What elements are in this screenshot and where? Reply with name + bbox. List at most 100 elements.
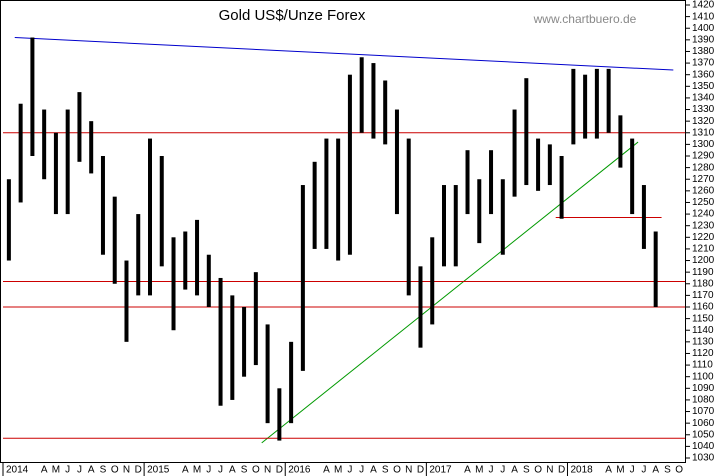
y-tick-label: 1150: [692, 313, 714, 324]
hilo-bar: [606, 68, 611, 133]
hilo-bar: [300, 185, 305, 371]
hilo-bar: [183, 231, 188, 290]
x-tick-label: J: [65, 465, 70, 476]
hilo-bar: [89, 121, 94, 174]
x-tick-label: S: [523, 465, 530, 476]
y-tick-label: 1370: [692, 58, 715, 69]
x-tick-label: J: [641, 465, 646, 476]
y-tick-label: 1060: [692, 418, 715, 429]
hilo-bar: [489, 150, 494, 215]
y-tick-label: 1330: [692, 104, 715, 115]
x-tick-label: J: [630, 465, 635, 476]
hilo-bar: [371, 63, 376, 139]
x-tick-label: A: [511, 465, 518, 476]
x-tick-label: O: [393, 465, 401, 476]
hilo-bar: [136, 214, 141, 296]
hilo-bar: [465, 150, 470, 215]
x-tick-label: A: [464, 465, 471, 476]
y-tick-label: 1400: [692, 23, 715, 34]
y-tick-label: 1120: [692, 348, 714, 359]
hilo-bar: [500, 179, 505, 255]
hilo-bar: [253, 272, 258, 366]
x-tick-label: A: [370, 465, 377, 476]
hilo-bar: [324, 138, 329, 249]
hilo-bar: [159, 156, 164, 267]
hilo-bar: [547, 144, 552, 186]
hilo-bar: [512, 109, 517, 197]
y-tick-label: 1230: [692, 220, 715, 231]
x-tick-label: M: [334, 465, 342, 476]
hilo-bar: [171, 237, 176, 331]
hilo-bar: [218, 277, 223, 406]
y-tick-label: 1380: [692, 46, 715, 57]
hilo-bar: [524, 78, 529, 186]
y-tick-label: 1250: [692, 197, 715, 208]
x-tick-label: D: [558, 465, 565, 476]
hilo-bar: [383, 80, 388, 145]
y-tick-label: 1280: [692, 162, 715, 173]
x-tick-label: D: [417, 465, 424, 476]
y-tick-label: 1180: [692, 278, 714, 289]
hilo-bar: [289, 341, 294, 424]
hilo-bar: [112, 196, 117, 284]
hilo-bar: [312, 161, 317, 249]
x-tick-label: A: [323, 465, 330, 476]
x-tick-label: M: [52, 465, 60, 476]
x-tick-label: N: [264, 465, 271, 476]
hilo-bar: [42, 109, 47, 180]
hilo-bar: [630, 138, 635, 215]
hilo-bar: [77, 92, 82, 162]
x-tick-label: J: [489, 465, 494, 476]
hilo-bar: [347, 74, 352, 255]
hilo-bar: [206, 254, 211, 307]
x-tick-label: M: [616, 465, 624, 476]
x-tick-label: D: [276, 465, 283, 476]
x-tick-label: A: [229, 465, 236, 476]
y-tick-label: 1310: [692, 127, 715, 138]
hilo-bar: [230, 295, 235, 400]
x-tick-label: A: [605, 465, 612, 476]
y-tick-label: 1270: [692, 174, 715, 185]
x-tick-label: A: [88, 465, 95, 476]
x-tick-label: 2018: [570, 465, 593, 476]
y-tick-label: 1110: [692, 360, 713, 371]
y-tick-label: 1170: [692, 290, 714, 301]
y-tick-label: 1320: [692, 116, 715, 127]
x-tick-label: D: [135, 465, 142, 476]
y-tick-label: 1040: [692, 441, 715, 452]
y-tick-label: 1220: [692, 232, 715, 243]
x-tick-label: O: [675, 465, 683, 476]
y-tick-label: 1160: [692, 302, 714, 313]
x-tick-label: S: [241, 465, 248, 476]
y-tick-label: 1390: [692, 34, 715, 45]
y-tick-label: 1260: [692, 185, 715, 196]
y-tick-label: 1200: [692, 255, 715, 266]
hilo-bar: [148, 138, 152, 296]
y-tick-label: 1340: [692, 93, 715, 104]
hilo-bar: [265, 324, 270, 424]
hilo-bar: [65, 109, 70, 215]
hilo-bar: [124, 260, 129, 342]
x-tick-label: A: [652, 465, 659, 476]
hilo-bar: [594, 68, 599, 139]
x-tick-label: O: [252, 465, 260, 476]
x-tick-label: S: [382, 465, 389, 476]
y-tick-label: 1050: [692, 429, 715, 440]
x-tick-label: 2014: [6, 465, 29, 476]
x-tick-label: J: [347, 465, 352, 476]
x-tick-label: S: [664, 465, 671, 476]
trend-line: [261, 141, 639, 444]
y-tick-label: 1080: [692, 395, 715, 406]
trend-line: [14, 37, 674, 71]
hilo-bar: [359, 57, 364, 133]
hilo-bar: [653, 231, 658, 307]
x-tick-label: M: [475, 465, 483, 476]
hilo-bar: [277, 388, 282, 441]
x-tick-label: O: [534, 465, 542, 476]
x-tick-label: J: [359, 465, 364, 476]
hilo-bar: [618, 115, 623, 168]
y-tick-label: 1290: [692, 151, 715, 162]
y-tick-label: 1070: [692, 406, 715, 417]
y-tick-label: 1240: [692, 209, 715, 220]
x-tick-label: 2017: [429, 465, 452, 476]
